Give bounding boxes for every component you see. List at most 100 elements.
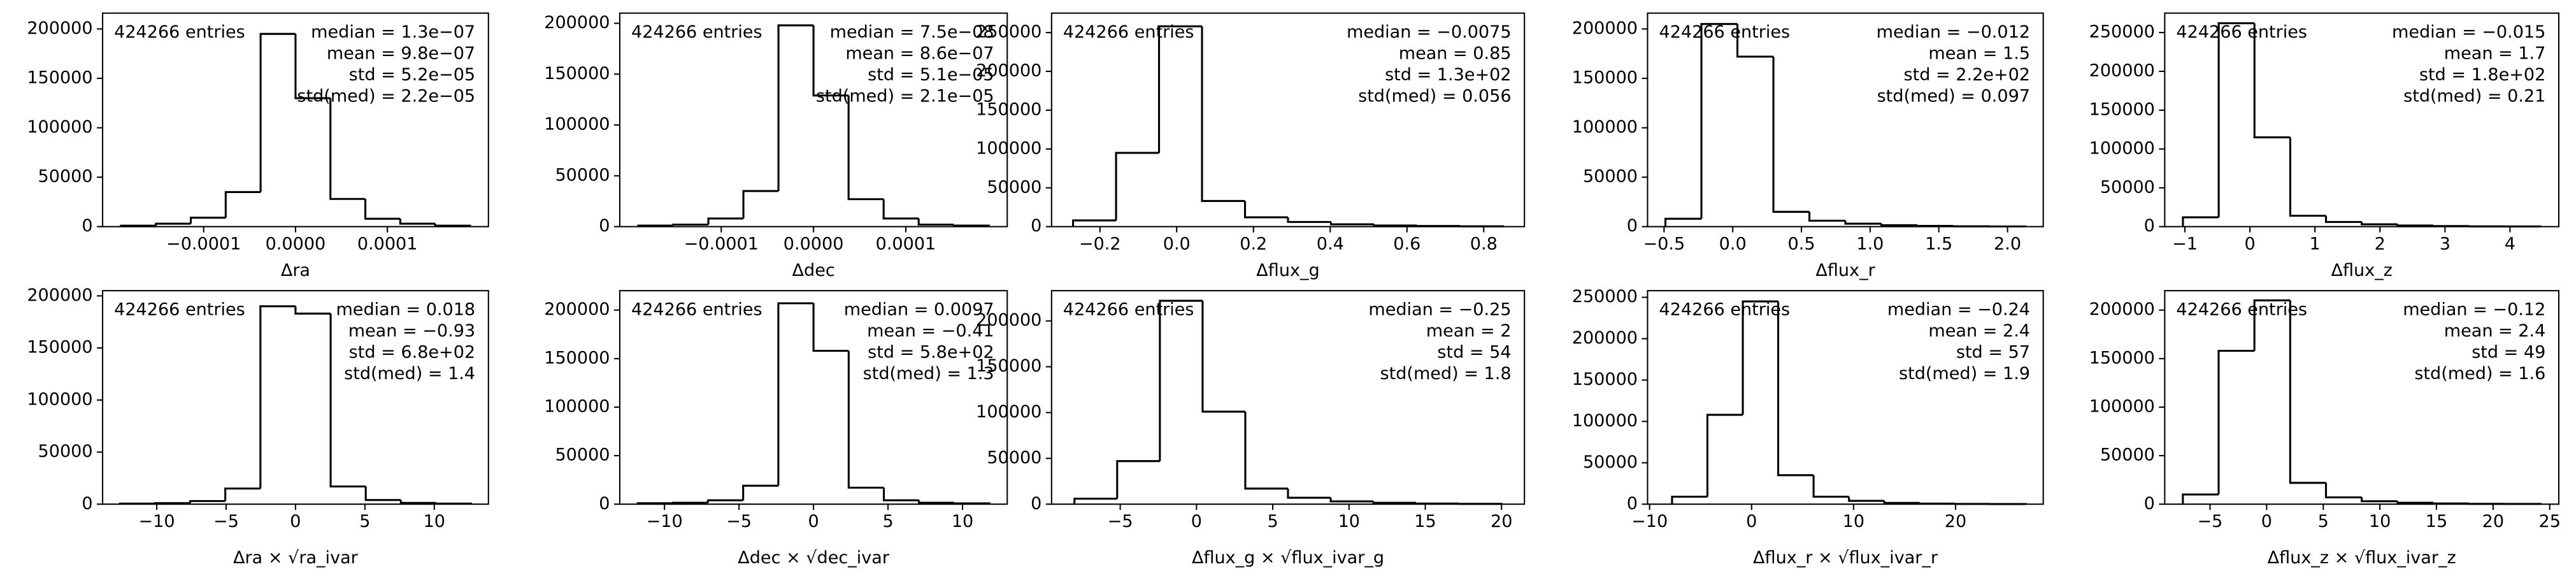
x-tick-label: −10 bbox=[647, 512, 683, 531]
axes-frame bbox=[619, 290, 1008, 505]
histogram-bar bbox=[1916, 225, 1954, 227]
stat-label: mean = −0.41 bbox=[867, 321, 994, 341]
histogram-bar bbox=[294, 34, 331, 99]
axes-frame bbox=[1647, 290, 2044, 505]
histogram-bar bbox=[777, 24, 814, 191]
histogram-bar bbox=[777, 302, 814, 486]
stat-label: median = 0.018 bbox=[336, 300, 475, 320]
y-tick-label: 150000 bbox=[2089, 99, 2155, 119]
histogram-bar bbox=[1243, 201, 1288, 219]
histogram-bar bbox=[1159, 299, 1203, 461]
histogram-bar bbox=[2289, 137, 2326, 217]
histogram-bar bbox=[706, 499, 743, 503]
y-tick-label: 50000 bbox=[987, 448, 1041, 468]
histogram-bar bbox=[1700, 23, 1738, 219]
histogram-bar bbox=[399, 500, 436, 504]
x-tick-label: 0.6 bbox=[1393, 234, 1420, 254]
histogram-bar bbox=[1158, 25, 1203, 153]
x-axis-label: Δflux_r × √flux_ivar_r bbox=[1753, 548, 1938, 568]
stat-label: std = 5.2e−05 bbox=[349, 65, 475, 85]
histogram-bar bbox=[2289, 300, 2326, 484]
y-tick-label: 100000 bbox=[27, 389, 92, 409]
histogram-bar bbox=[2396, 224, 2433, 227]
axes-frame bbox=[102, 290, 489, 505]
stat-label: std(med) = 0.056 bbox=[1358, 87, 1511, 106]
entries-label: 424266 entries bbox=[631, 22, 762, 42]
stat-label: median = 1.3e−07 bbox=[311, 22, 475, 42]
y-tick-label: 200000 bbox=[544, 299, 610, 319]
histogram-bar bbox=[1736, 24, 1774, 58]
x-tick-label: 0.2 bbox=[1240, 234, 1267, 254]
x-tick-label: 0.5 bbox=[1788, 234, 1815, 254]
y-tick-label: 100000 bbox=[1572, 411, 1638, 431]
histogram-bar bbox=[155, 222, 191, 226]
stat-label: median = −0.12 bbox=[2403, 300, 2545, 320]
y-tick-label: 50000 bbox=[555, 445, 610, 465]
x-tick-label: 2 bbox=[2375, 234, 2386, 254]
histogram-bar bbox=[1372, 501, 1417, 504]
histogram-bar bbox=[1287, 217, 1331, 223]
histogram-bar bbox=[154, 502, 190, 505]
axes-frame bbox=[1050, 290, 1526, 505]
stat-label: mean = −0.93 bbox=[348, 321, 475, 341]
x-axis-label: Δra × √ra_ivar bbox=[233, 548, 359, 568]
x-tick-label: 15 bbox=[2426, 512, 2447, 531]
histogram-bar bbox=[2396, 501, 2434, 504]
y-tick-label: 0 bbox=[2144, 494, 2155, 514]
histogram-bar bbox=[1772, 56, 1810, 213]
stat-label: std = 1.3e+02 bbox=[1385, 65, 1511, 85]
x-axis-label: Δflux_g bbox=[1256, 261, 1319, 280]
stat-label: std = 57 bbox=[1956, 343, 2030, 363]
histogram-bar bbox=[259, 305, 296, 489]
y-tick-label: 0 bbox=[599, 494, 610, 514]
histogram-bar bbox=[707, 217, 744, 225]
entries-label: 424266 entries bbox=[114, 300, 245, 320]
axes-frame bbox=[2164, 290, 2559, 505]
histogram-bar bbox=[2182, 216, 2219, 227]
y-tick-label: 200000 bbox=[1572, 18, 1638, 38]
stat-label: std(med) = 1.4 bbox=[344, 364, 475, 384]
y-tick-label: 0 bbox=[2144, 216, 2155, 236]
stat-label: mean = 2.4 bbox=[1928, 321, 2030, 341]
x-tick-label: 5 bbox=[2318, 512, 2329, 531]
y-tick-label: 250000 bbox=[1572, 287, 1638, 306]
stat-label: mean = 0.85 bbox=[1399, 44, 1512, 64]
x-tick-label: 10 bbox=[952, 512, 973, 531]
histogram-bar bbox=[882, 199, 919, 220]
histogram-bar bbox=[847, 350, 884, 489]
y-tick-label: 200000 bbox=[27, 18, 92, 38]
x-tick-label: 10 bbox=[2369, 512, 2391, 531]
histogram-bar bbox=[294, 306, 331, 315]
stat-label: median = −0.015 bbox=[2392, 22, 2545, 42]
stat-label: mean = 9.8e−07 bbox=[327, 44, 475, 64]
x-tick-label: 10 bbox=[1843, 512, 1864, 531]
x-tick-label: 0.0 bbox=[1719, 234, 1747, 254]
entries-label: 424266 entries bbox=[1659, 22, 1791, 42]
stat-label: median = 0.0097 bbox=[844, 300, 994, 320]
x-tick-label: 1.0 bbox=[1856, 234, 1884, 254]
y-tick-label: 100000 bbox=[27, 117, 92, 137]
histogram-bar bbox=[1201, 301, 1245, 413]
histogram-bar bbox=[189, 217, 226, 224]
histogram-bar bbox=[2217, 350, 2255, 495]
stat-label: std(med) = 1.6 bbox=[2414, 364, 2545, 384]
histogram-bar bbox=[1777, 301, 1814, 477]
stat-label: std = 1.8e+02 bbox=[2419, 65, 2545, 85]
y-tick-label: 50000 bbox=[2100, 445, 2155, 465]
histogram-bar bbox=[1808, 212, 1846, 222]
y-tick-label: 100000 bbox=[976, 138, 1041, 158]
x-tick-label: 20 bbox=[1491, 512, 1512, 531]
histogram-bar bbox=[1848, 496, 1885, 502]
histogram-bar bbox=[672, 223, 709, 226]
entries-label: 424266 entries bbox=[631, 300, 762, 320]
stat-label: mean = 1.5 bbox=[1928, 44, 2030, 64]
y-tick-label: 100000 bbox=[2089, 138, 2155, 158]
entries-label: 424266 entries bbox=[1659, 300, 1791, 320]
y-tick-label: 150000 bbox=[976, 356, 1041, 376]
x-tick-label: 10 bbox=[424, 512, 445, 531]
x-tick-label: 0.0001 bbox=[876, 234, 936, 254]
histogram-bar bbox=[1287, 488, 1331, 499]
x-tick-label: 0.4 bbox=[1317, 234, 1344, 254]
histogram-bar bbox=[1201, 26, 1245, 203]
y-tick-label: 150000 bbox=[976, 99, 1041, 119]
